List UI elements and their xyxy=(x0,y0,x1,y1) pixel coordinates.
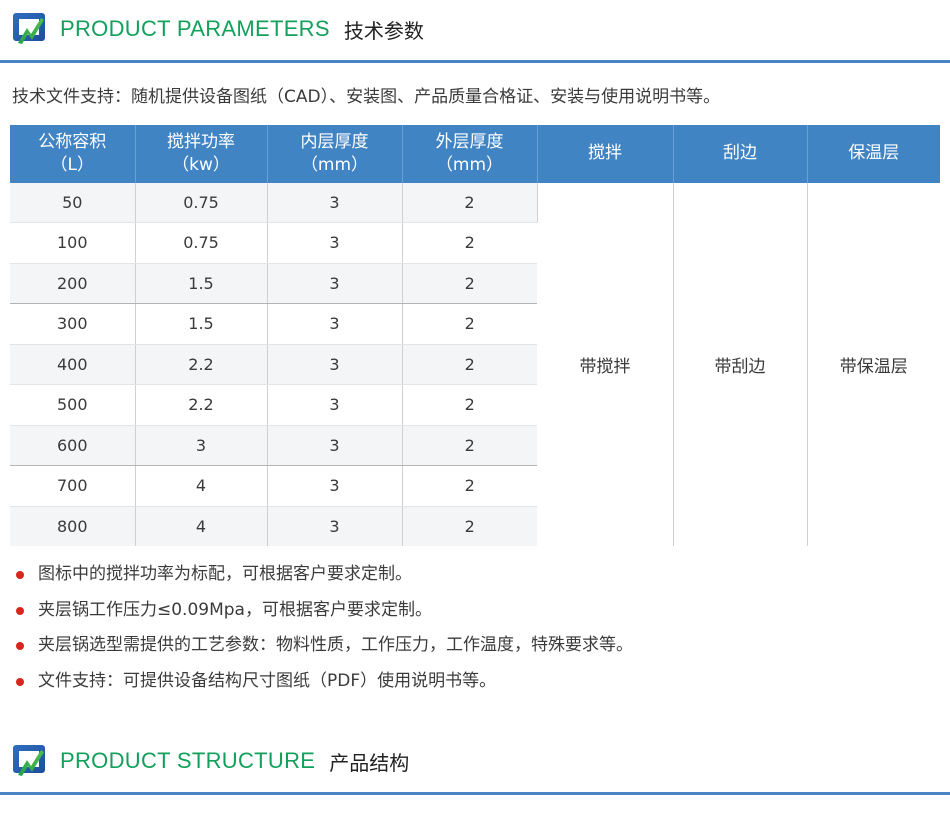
cell-outer: 2 xyxy=(402,182,538,223)
notes-list: 图标中的搅拌功率为标配，可根据客户要求定制。 夹层锅工作压力≤0.09Mpa，可… xyxy=(0,546,950,694)
cell-power: 3 xyxy=(135,425,268,466)
col-header-inner-unit: （mm） xyxy=(300,154,369,175)
col-header-power-unit: （kw） xyxy=(172,154,230,175)
col-header-mixing-name: 搅拌 xyxy=(588,143,622,164)
intro-text: 技术文件支持：随机提供设备图纸（CAD）、安装图、产品质量合格证、安装与使用说明… xyxy=(12,87,721,107)
note-text: 文件支持：可提供设备结构尺寸图纸（PDF）使用说明书等。 xyxy=(38,670,497,691)
cell-volume: 200 xyxy=(10,263,136,304)
cell-power: 1.5 xyxy=(135,303,268,345)
section-header-structure: PRODUCT STRUCTURE 产品结构 xyxy=(0,732,950,790)
section-title-en: PRODUCT PARAMETERS xyxy=(60,16,330,41)
cell-insulation-merged: 带保温层 xyxy=(807,182,940,546)
cell-power: 2.2 xyxy=(135,384,268,426)
cell-outer: 2 xyxy=(402,303,537,345)
col-header-inner-name: 内层厚度 xyxy=(300,131,369,152)
list-item: 文件支持：可提供设备结构尺寸图纸（PDF）使用说明书等。 xyxy=(16,669,940,695)
spec-table: 公称容积 （L） 搅拌功率 （kw） 内层厚度 （mm） 外层厚度 （mm） 搅… xyxy=(10,124,940,546)
cell-power: 2.2 xyxy=(135,344,268,385)
col-header-power: 搅拌功率 （kw） xyxy=(135,124,268,183)
col-header-outer-thickness: 外层厚度 （mm） xyxy=(402,124,538,183)
col-header-volume-unit: （L） xyxy=(50,154,94,175)
section-title-cn: 产品结构 xyxy=(329,750,410,775)
note-text: 夹层锅工作压力≤0.09Mpa，可根据客户要求定制。 xyxy=(38,599,432,620)
company-logo-icon xyxy=(10,10,48,48)
cell-volume: 300 xyxy=(10,303,136,345)
cell-scraping-merged: 带刮边 xyxy=(673,182,808,546)
col-header-scraping: 刮边 xyxy=(673,124,808,183)
cell-outer: 2 xyxy=(402,384,537,426)
cell-inner: 3 xyxy=(267,425,403,466)
company-logo-icon xyxy=(10,742,48,780)
section-divider xyxy=(0,792,950,795)
cell-volume: 700 xyxy=(10,465,136,507)
cell-inner: 3 xyxy=(267,303,403,345)
col-header-volume-name: 公称容积 xyxy=(38,131,107,152)
section-header-parameters: PRODUCT PARAMETERS 技术参数 xyxy=(0,0,950,58)
list-item: 图标中的搅拌功率为标配，可根据客户要求定制。 xyxy=(16,562,940,588)
table-row: 50 0.75 3 2 带搅拌 带刮边 带保温层 xyxy=(10,182,940,546)
cell-power: 0.75 xyxy=(135,222,268,264)
table-row: 200 1.5 3 2 xyxy=(10,263,940,304)
list-item: 夹层锅工作压力≤0.09Mpa，可根据客户要求定制。 xyxy=(16,598,940,624)
col-header-inner-thickness: 内层厚度 （mm） xyxy=(267,124,403,183)
cell-outer: 2 xyxy=(402,222,537,264)
section-spacer xyxy=(0,704,950,732)
cell-inner: 3 xyxy=(267,263,403,304)
list-item: 夹层锅选型需提供的工艺参数：物料性质，工作压力，工作温度，特殊要求等。 xyxy=(16,633,940,659)
table-row: 100 0.75 3 2 xyxy=(10,222,940,264)
cell-inner: 3 xyxy=(267,222,403,264)
cell-inner: 3 xyxy=(267,506,403,546)
cell-outer: 2 xyxy=(402,425,537,466)
cell-volume: 500 xyxy=(10,384,136,426)
cell-volume: 50 xyxy=(10,182,136,223)
section-title-cn: 技术参数 xyxy=(343,18,424,43)
col-header-outer-unit: （mm） xyxy=(435,154,504,175)
bullet-dot-icon xyxy=(16,677,24,686)
table-row: 700 4 3 2 xyxy=(10,465,940,507)
cell-power: 0.75 xyxy=(135,182,268,223)
table-row: 300 1.5 3 2 xyxy=(10,303,940,345)
note-text: 夹层锅选型需提供的工艺参数：物料性质，工作压力，工作温度，特殊要求等。 xyxy=(38,635,633,655)
cell-inner: 3 xyxy=(267,344,403,385)
table-header-row: 公称容积 （L） 搅拌功率 （kw） 内层厚度 （mm） 外层厚度 （mm） 搅… xyxy=(10,124,940,183)
cell-inner: 3 xyxy=(267,384,403,426)
col-header-power-name: 搅拌功率 xyxy=(167,131,235,152)
col-header-volume: 公称容积 （L） xyxy=(10,124,136,183)
cell-inner: 3 xyxy=(267,465,403,507)
cell-mixing-merged: 带搅拌 xyxy=(537,182,674,546)
cell-outer: 2 xyxy=(402,344,537,385)
cell-power: 4 xyxy=(135,506,268,546)
col-header-scraping-name: 刮边 xyxy=(723,143,757,164)
table-row: 600 3 3 2 xyxy=(10,425,940,466)
table-row: 800 4 3 2 xyxy=(10,506,940,546)
section-divider xyxy=(0,60,950,63)
bullet-dot-icon xyxy=(16,642,24,650)
cell-inner: 3 xyxy=(267,182,403,223)
bullet-dot-icon xyxy=(16,571,24,579)
col-header-insulation: 保温层 xyxy=(807,124,940,183)
cell-outer: 2 xyxy=(402,263,537,304)
cell-volume: 100 xyxy=(10,222,136,264)
table-row: 500 2.2 3 2 xyxy=(10,384,940,426)
cell-power: 1.5 xyxy=(135,263,268,304)
cell-outer: 2 xyxy=(402,465,537,507)
note-text: 图标中的搅拌功率为标配，可根据客户要求定制。 xyxy=(38,564,412,584)
cell-power: 4 xyxy=(135,465,268,507)
cell-volume: 400 xyxy=(10,344,136,385)
spec-table-wrapper: 公称容积 （L） 搅拌功率 （kw） 内层厚度 （mm） 外层厚度 （mm） 搅… xyxy=(0,124,950,546)
table-row: 400 2.2 3 2 xyxy=(10,344,940,385)
section-title-en: PRODUCT STRUCTURE xyxy=(60,748,316,773)
bullet-dot-icon xyxy=(16,606,24,615)
cell-volume: 800 xyxy=(10,506,136,546)
col-header-insulation-name: 保温层 xyxy=(848,143,900,164)
col-header-outer-name: 外层厚度 xyxy=(435,131,504,152)
cell-outer: 2 xyxy=(402,506,537,546)
cell-volume: 600 xyxy=(10,425,136,466)
col-header-mixing: 搅拌 xyxy=(537,124,674,183)
